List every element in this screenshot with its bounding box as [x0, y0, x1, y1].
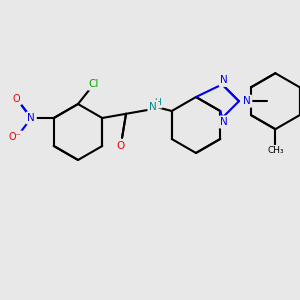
Text: N: N — [149, 102, 157, 112]
Text: O: O — [116, 141, 124, 151]
Text: Cl: Cl — [89, 79, 99, 89]
Text: CH₃: CH₃ — [267, 146, 284, 155]
Text: N: N — [220, 117, 228, 127]
Text: N: N — [243, 96, 251, 106]
Text: N: N — [28, 113, 35, 123]
Text: N: N — [220, 75, 228, 85]
Text: O⁻: O⁻ — [9, 132, 22, 142]
Text: O: O — [13, 94, 20, 104]
Text: H: H — [154, 98, 161, 107]
